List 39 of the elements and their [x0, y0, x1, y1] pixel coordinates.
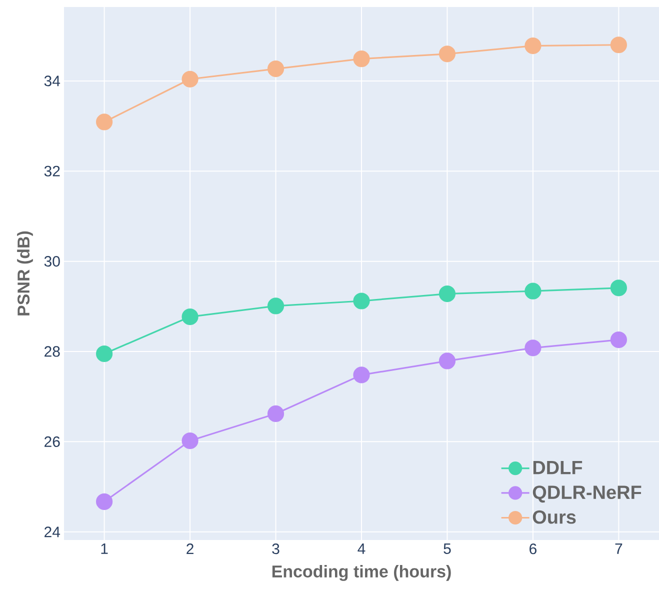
point	[610, 280, 627, 296]
legend-label: DDLF	[533, 461, 582, 474]
point	[524, 282, 542, 300]
point	[438, 352, 456, 370]
point	[96, 345, 113, 362]
y-tick-label: 32	[44, 166, 60, 176]
point	[96, 493, 113, 510]
y-tick-label: 30	[44, 256, 60, 267]
x-tick-label: 7	[615, 544, 622, 554]
point	[182, 70, 198, 88]
y-tick-label: 24	[44, 526, 60, 538]
point	[353, 292, 370, 310]
x-tick-label: 3	[272, 544, 280, 554]
point	[267, 298, 284, 314]
point	[353, 50, 370, 68]
point	[267, 60, 284, 78]
point	[182, 308, 198, 326]
x-axis-title: Encoding time (hours)	[272, 565, 451, 581]
y-axis-title: PSNR (dB)	[17, 231, 33, 316]
x-tick-label: 1	[101, 544, 108, 554]
point	[353, 366, 370, 384]
legend-label: Ours	[532, 510, 576, 524]
y-tick-label: 26	[44, 436, 60, 447]
point	[267, 405, 284, 422]
point	[438, 285, 456, 302]
x-tick-label: 2	[186, 544, 194, 554]
y-tick-label: 34	[44, 76, 60, 86]
point	[182, 432, 198, 450]
x-tick-label: 6	[530, 544, 536, 554]
y-tick-label: 28	[44, 346, 60, 357]
point	[524, 340, 542, 356]
point	[610, 331, 627, 348]
point	[96, 114, 113, 130]
legend-label: QDLR-NeRF	[532, 486, 642, 503]
point	[610, 36, 627, 54]
x-tick-label: 5	[444, 544, 451, 554]
point	[438, 46, 456, 62]
x-tick-label: 4	[358, 544, 366, 554]
point	[524, 37, 542, 54]
